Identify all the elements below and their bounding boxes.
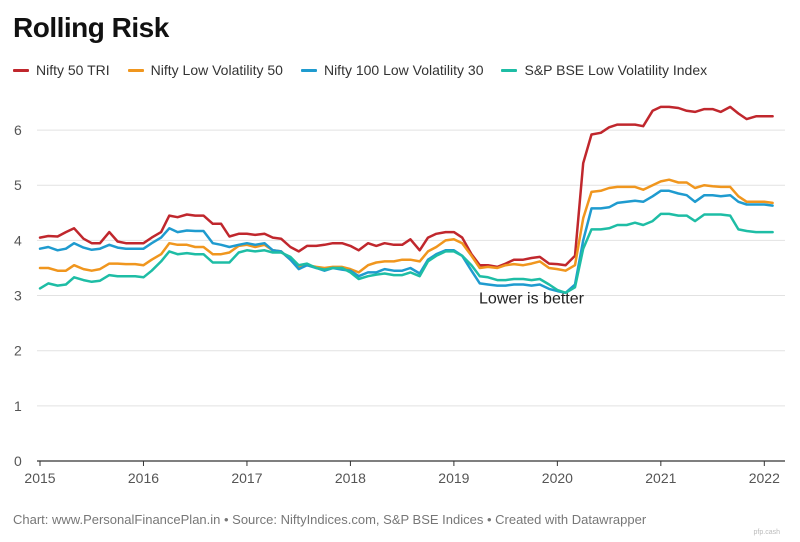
y-tick-label-3: 3 [14, 288, 22, 304]
y-tick-label-0: 0 [14, 453, 22, 469]
x-tick-label-2015: 2015 [24, 470, 55, 486]
y-tick-label-1: 1 [14, 398, 22, 414]
x-tick-label-2022: 2022 [749, 470, 780, 486]
legend-label-nifty-low-volatility-50: Nifty Low Volatility 50 [150, 62, 283, 78]
legend-label-nifty-100-low-volatility-30: Nifty 100 Low Volatility 30 [323, 62, 484, 78]
legend-swatch-nifty-50-tri [13, 68, 29, 72]
legend-item-nifty-low-volatility-50: Nifty Low Volatility 50 [127, 62, 283, 78]
series-line-s-p-bse-low-volatility-index [38, 212, 774, 295]
series-line-nifty-100-low-volatility-30 [38, 189, 774, 295]
legend-swatch-nifty-100-low-volatility-30 [300, 68, 317, 72]
legend-swatch-nifty-low-volatility-50 [127, 68, 144, 72]
x-tick-label-2018: 2018 [335, 470, 366, 486]
y-tick-label-5: 5 [14, 177, 22, 193]
legend-swatch-sp-bse-low-volatility-index [501, 68, 518, 72]
x-tick-label-2019: 2019 [438, 470, 469, 486]
x-tick-label-2021: 2021 [645, 470, 676, 486]
legend-label-nifty-50-tri: Nifty 50 TRI [36, 62, 110, 78]
y-tick-label-4: 4 [14, 232, 22, 248]
y-tick-label-6: 6 [14, 122, 22, 138]
x-tick-label-2016: 2016 [128, 470, 159, 486]
series-line-nifty-low-volatility-50 [38, 178, 774, 274]
x-tick-label-2017: 2017 [231, 470, 262, 486]
legend-item-sp-bse-low-volatility-index: S&P BSE Low Volatility Index [501, 62, 707, 78]
watermark: pfp.cash [753, 529, 780, 536]
chart-footer: Chart: www.PersonalFinancePlan.in • Sour… [13, 512, 647, 527]
legend: Nifty 50 TRI Nifty Low Volatility 50 Nif… [13, 62, 707, 78]
legend-label-sp-bse-low-volatility-index: S&P BSE Low Volatility Index [524, 62, 708, 78]
chart-title: Rolling Risk [13, 12, 169, 43]
legend-item-nifty-50-tri: Nifty 50 TRI [13, 62, 110, 78]
annotation-lower-is-better: Lower is better [479, 290, 585, 307]
legend-item-nifty-100-low-volatility-30: Nifty 100 Low Volatility 30 [300, 62, 484, 78]
series-line-nifty-50-tri [38, 105, 774, 269]
x-tick-label-2020: 2020 [542, 470, 573, 486]
y-tick-label-2: 2 [14, 343, 22, 359]
